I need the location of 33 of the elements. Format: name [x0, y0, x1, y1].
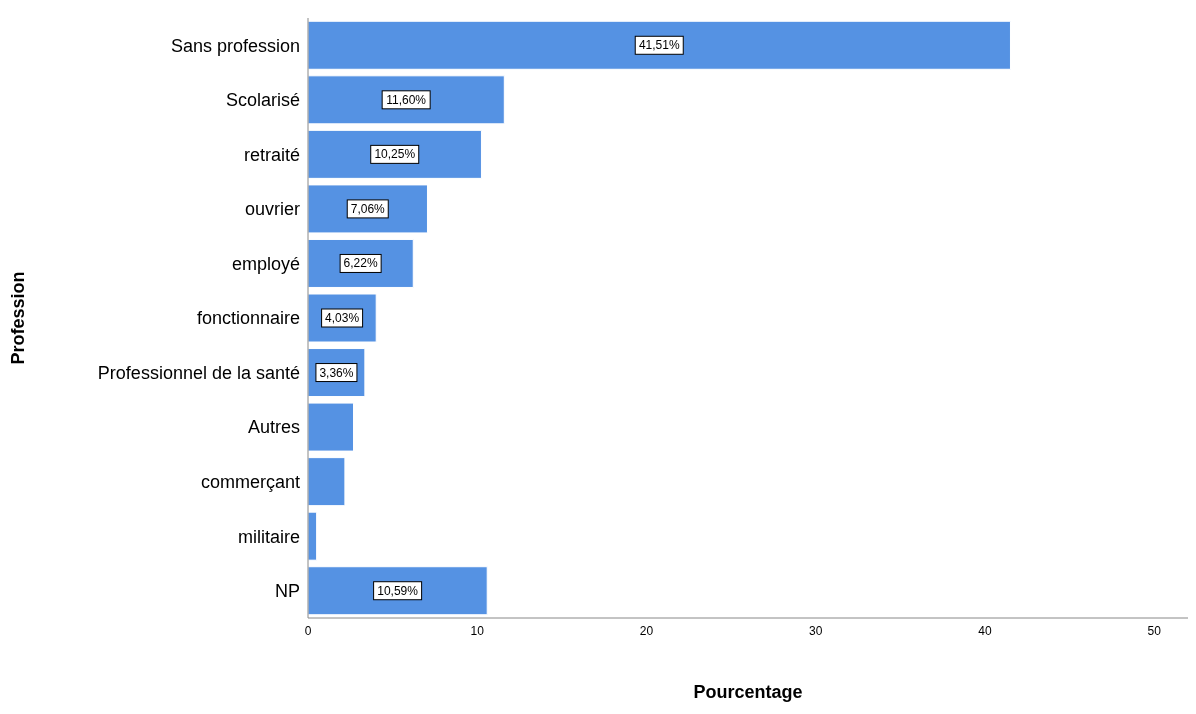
x-tick-label: 50: [1147, 623, 1162, 638]
x-tick-label: 20: [639, 623, 654, 638]
y-tick-label: Scolarisé: [225, 90, 300, 111]
bar: [308, 75, 505, 125]
data-label: 10,59%: [377, 583, 419, 598]
bar: [308, 566, 488, 616]
y-tick-label: commerçant: [200, 472, 300, 493]
data-label: 41,51%: [638, 38, 680, 53]
bar: [308, 129, 482, 179]
y-tick-label: Professionnel de la santé: [97, 362, 300, 383]
data-label: 11,60%: [386, 92, 427, 107]
bar: [308, 20, 1011, 70]
x-axis-title: Pourcentage: [693, 682, 803, 702]
y-axis-title: Profession: [8, 271, 29, 365]
y-tick-label: employé: [231, 253, 300, 274]
bar: [308, 402, 355, 452]
x-tick-label: 30: [809, 623, 823, 638]
data-label: 6,22%: [343, 256, 378, 271]
data-label: 7,06%: [350, 201, 386, 216]
x-tick-label: 0: [304, 623, 312, 638]
data-label: 10,25%: [374, 147, 416, 162]
data-label: 4,03%: [325, 311, 360, 325]
y-tick-label: NP: [274, 581, 300, 602]
y-tick-label: Autres: [247, 417, 300, 438]
y-tick-label: militaire: [237, 526, 300, 547]
y-tick-label: Sans profession: [170, 35, 300, 56]
y-tick-label: fonctionnaire: [196, 308, 300, 329]
x-tick-label: 40: [978, 623, 992, 638]
y-tick-label: ouvrier: [244, 199, 300, 220]
x-tick-label: 10: [470, 623, 485, 638]
bar: [308, 457, 346, 507]
y-tick-label: retraité: [243, 144, 300, 165]
data-label: 3,36%: [319, 365, 354, 380]
